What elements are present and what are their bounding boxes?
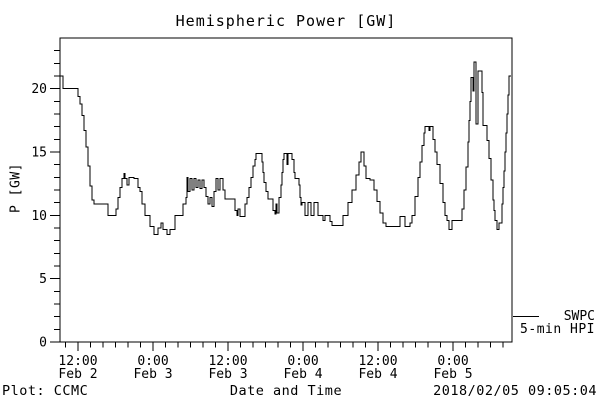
legend-label-source: SWPC [563, 308, 595, 324]
y-tick-label: 5 [39, 272, 47, 287]
x-tick-label-time: 0:00 [287, 354, 318, 369]
x-tick-label-time: 0:00 [137, 354, 168, 369]
x-tick-label-time: 12:00 [208, 354, 247, 369]
legend: SWPC 5-min HPI [513, 309, 595, 337]
chart-title: Hemispheric Power [GW] [175, 12, 397, 30]
x-tick-label-date: Feb 5 [433, 367, 472, 382]
x-tick-label-date: Feb 3 [133, 367, 172, 382]
x-tick-label-time: 12:00 [58, 354, 97, 369]
x-tick-label-date: Feb 3 [208, 367, 247, 382]
plot-credit: Plot: CCMC [2, 383, 89, 399]
legend-row-source: SWPC [513, 308, 595, 324]
plot-frame [59, 37, 513, 343]
y-tick-label: 0 [39, 336, 47, 351]
legend-line-sample [513, 315, 539, 317]
legend-label-series: 5-min HPI [520, 322, 595, 337]
plot-timestamp: 2018/02/05 09:05:04 [433, 383, 597, 399]
x-tick-label-date: Feb 4 [283, 367, 322, 382]
x-tick-label-time: 0:00 [437, 354, 468, 369]
hpi-series-line [60, 61, 512, 235]
x-tick-label-time: 12:00 [358, 354, 397, 369]
x-tick-label-date: Feb 4 [358, 367, 397, 382]
x-axis-title: Date and Time [229, 383, 343, 399]
y-tick-label: 20 [31, 82, 47, 97]
x-tick-label-date: Feb 2 [58, 367, 97, 382]
y-tick-label: 15 [31, 146, 47, 161]
y-tick-label: 10 [31, 209, 47, 224]
